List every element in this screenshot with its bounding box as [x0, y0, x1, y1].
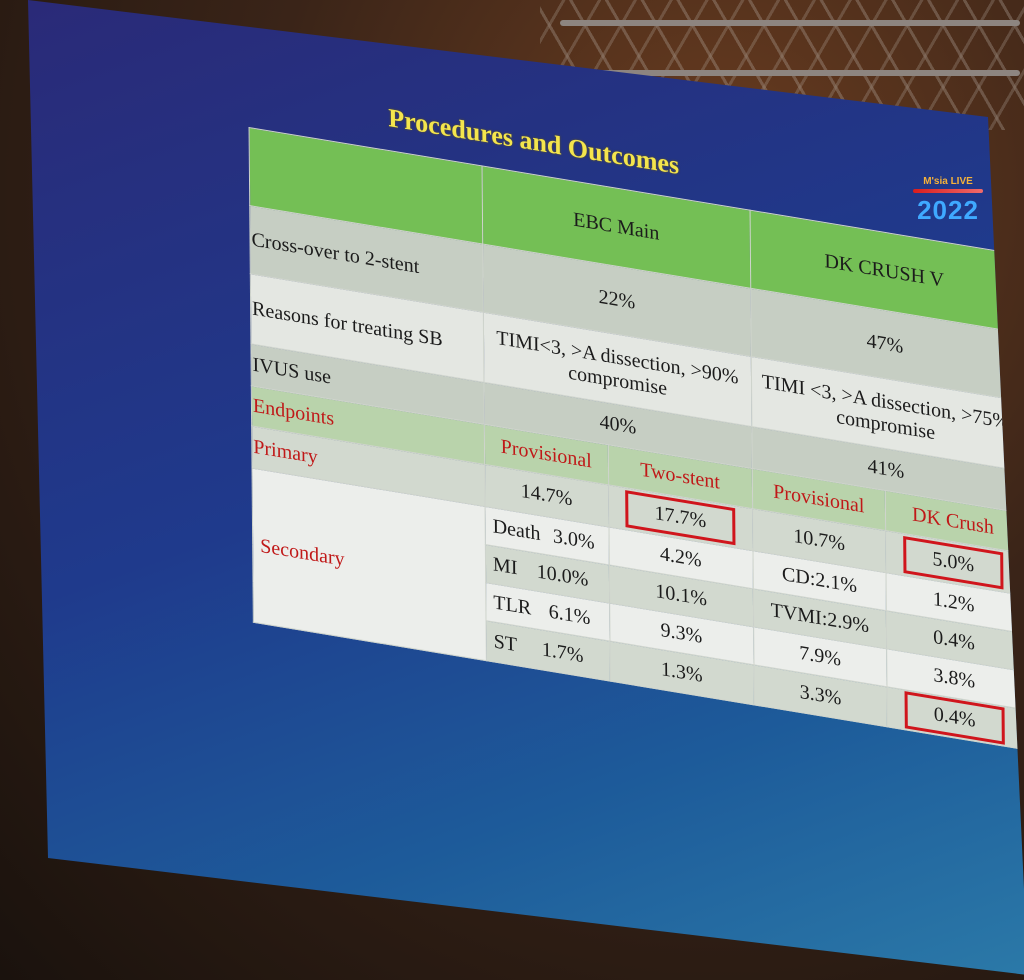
row-label: TLR	[493, 591, 532, 620]
logo-swoosh	[913, 189, 983, 193]
logo-text: M'sia LIVE	[923, 176, 973, 187]
truss-bar	[560, 70, 1020, 76]
outcomes-table: EBC Main DK CRUSH V Cross-over to 2-sten…	[249, 127, 1023, 750]
row-label: MI	[492, 553, 518, 580]
truss-bar	[560, 20, 1020, 26]
projection-screen: Procedures and Outcomes EBC Main DK CRUS…	[28, 0, 1024, 975]
value: 6.1%	[548, 600, 591, 630]
logo-year: 2022	[917, 195, 979, 225]
slide: Procedures and Outcomes EBC Main DK CRUS…	[158, 50, 1023, 923]
row-label: ST	[493, 630, 518, 657]
value: 3.0%	[552, 525, 595, 555]
row-label: Death	[492, 515, 541, 546]
conference-logo: M'sia LIVE 2022	[908, 176, 988, 256]
value: 10.0%	[536, 560, 589, 592]
value: 1.7%	[541, 638, 584, 668]
secondary-label: Secondary	[260, 534, 345, 571]
